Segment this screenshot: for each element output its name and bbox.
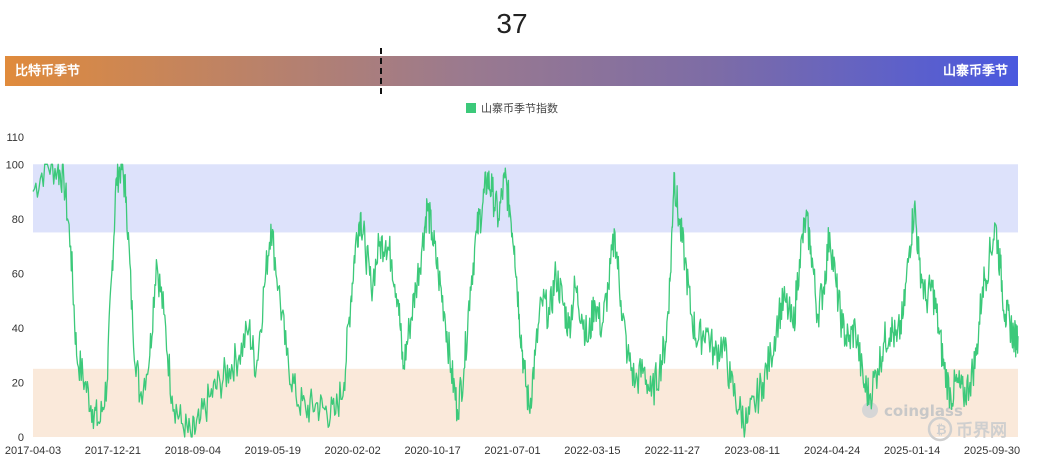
y-tick-label: 80: [12, 214, 24, 226]
current-index-value: 37: [496, 8, 528, 39]
x-axis: 2017-04-03 2017-12-21 2018-09-04 2019-05-19…: [5, 445, 1020, 457]
bitcoin-season-label: 比特币季节: [15, 63, 81, 78]
band-altseason: [33, 164, 1018, 233]
y-tick-label: 110: [6, 132, 24, 144]
watermark-group: coinglass ₿ 币界网: [862, 402, 1007, 442]
legend-swatch: [466, 103, 476, 113]
coinglass-watermark: coinglass: [884, 402, 963, 420]
x-tick-label: 2022-11-27: [645, 445, 700, 457]
bijie-watermark: 币界网: [956, 421, 1007, 441]
x-tick-label: 2020-10-17: [404, 445, 460, 457]
y-tick-label: 40: [12, 323, 24, 335]
threshold-bands: [33, 164, 1018, 437]
y-axis: 0 20 40 60 80 100 110: [6, 132, 24, 444]
y-tick-label: 100: [6, 159, 24, 171]
y-tick-label: 0: [18, 432, 24, 444]
x-tick-label: 2024-04-24: [804, 445, 860, 457]
altcoin-season-label: 山寨币季节: [942, 63, 1008, 78]
legend-label: 山寨币季节指数: [481, 103, 558, 115]
bijie-logo-glyph: ₿: [936, 423, 947, 438]
x-tick-label: 2021-07-01: [484, 445, 540, 457]
y-tick-label: 20: [12, 377, 24, 389]
season-gauge-bar: 比特币季节 山寨币季节: [5, 56, 1018, 86]
x-tick-label: 2017-12-21: [85, 445, 141, 457]
x-tick-label: 2020-02-02: [325, 445, 381, 457]
x-tick-label: 2025-01-14: [884, 445, 940, 457]
x-tick-label: 2017-04-03: [5, 445, 61, 457]
x-tick-label: 2018-09-04: [165, 445, 221, 457]
y-tick-label: 60: [12, 268, 24, 280]
series-group: [32, 163, 1019, 438]
series-line[interactable]: [32, 163, 1019, 438]
x-tick-label: 2025-09-30: [964, 445, 1020, 457]
current-value-marker: [380, 48, 382, 94]
x-tick-label: 2023-08-11: [725, 445, 780, 457]
chart-legend[interactable]: 山寨币季节指数: [0, 100, 1024, 116]
coinglass-logo-icon: [862, 402, 878, 418]
x-tick-label: 2022-03-15: [564, 445, 620, 457]
bijie-logo-icon: [927, 416, 953, 442]
x-tick-label: 2019-05-19: [245, 445, 301, 457]
